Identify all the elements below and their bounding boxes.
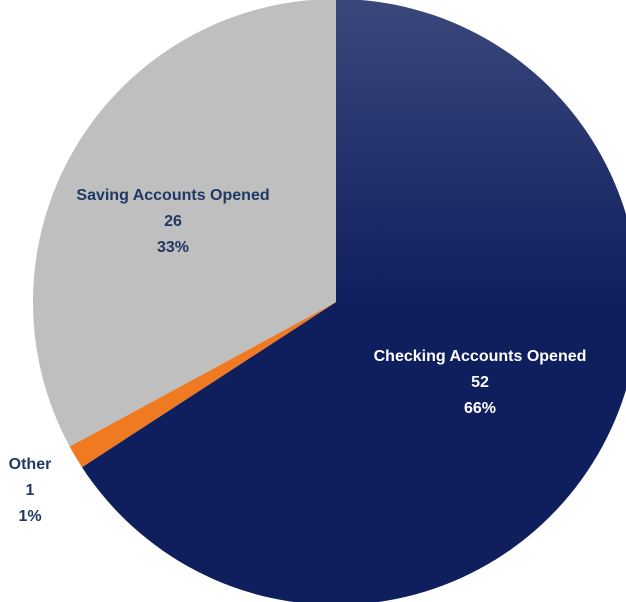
slice-percent: 33% (157, 239, 189, 256)
pie-slice (69, 302, 336, 468)
slice-label: Other (9, 456, 52, 473)
pie-slice (33, 0, 336, 447)
slice-value: 26 (164, 213, 182, 230)
slice-label: Checking Accounts Opened (374, 348, 587, 365)
slice-percent: 66% (464, 400, 496, 417)
slice-value: 1 (26, 482, 35, 499)
slice-shade (81, 0, 626, 602)
slice-label: Saving Accounts Opened (76, 187, 269, 204)
slice-value: 52 (471, 374, 489, 391)
slice-percent: 1% (18, 508, 41, 525)
